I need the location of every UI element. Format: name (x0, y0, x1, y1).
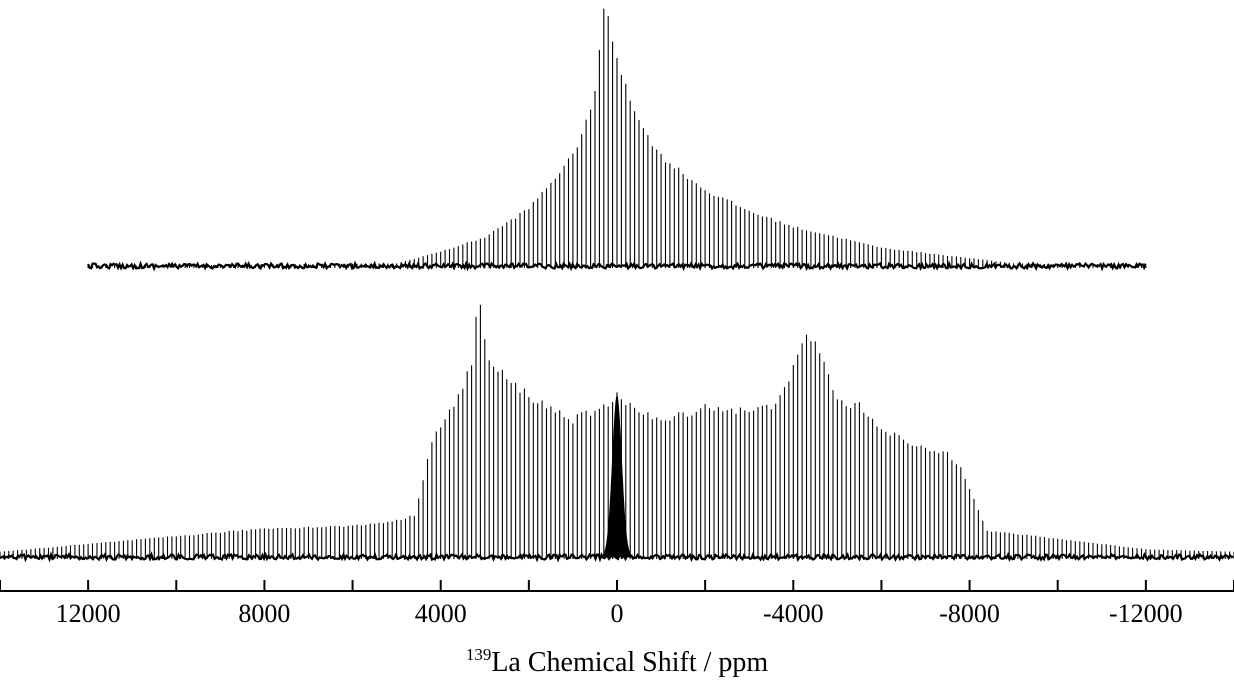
x-axis-title: 139La Chemical Shift / ppm (466, 645, 769, 678)
series-bottom (0, 304, 1234, 563)
x-axis-tick-labels: 12000 8000 4000 0 -4000 -8000 -12000 (56, 599, 1183, 628)
x-tick-label: 12000 (56, 599, 121, 628)
x-tick-label: 8000 (238, 599, 290, 628)
x-tick-label: -4000 (763, 599, 824, 628)
x-axis-title-text: La Chemical Shift / ppm (491, 647, 768, 678)
x-tick-label: 4000 (415, 599, 467, 628)
series-layer (0, 8, 1234, 563)
series-bottom-sidebands (0, 304, 1234, 559)
x-tick-label: -8000 (939, 599, 1000, 628)
series-top (87, 8, 1147, 272)
x-tick-label: 0 (611, 599, 624, 628)
x-tick-label: -12000 (1109, 599, 1183, 628)
series-bottom-central-peak (595, 394, 639, 557)
series-top-sidebands (87, 8, 1147, 268)
x-axis-ticks (0, 580, 1234, 591)
x-axis-title-superscript: 139 (466, 645, 492, 664)
